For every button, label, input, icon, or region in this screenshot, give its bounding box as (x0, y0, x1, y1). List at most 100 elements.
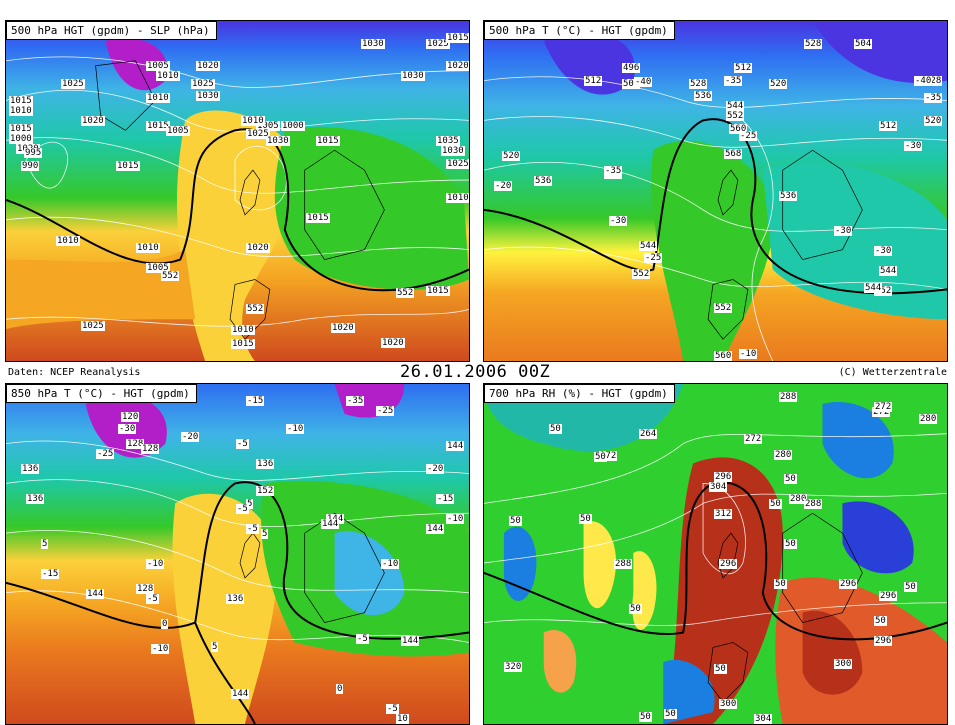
contour-label: -10 (151, 644, 170, 654)
contour-label: 528 (924, 76, 943, 86)
panel-title: 500 hPa T (°C) - HGT (gpdm) (484, 21, 675, 40)
contour-label: 50 (549, 424, 562, 434)
contour-label: 1020 (81, 116, 105, 126)
contour-label: 1025 (191, 79, 215, 89)
contour-label: 528 (804, 39, 823, 49)
panel-700-rh: 700 hPa RH (%) - HGT (gpdm) 288 272 280 264… (483, 383, 948, 725)
contour-label: 10 (396, 714, 409, 724)
contour-label: 272 (744, 434, 763, 444)
contour-label: 50 (664, 709, 677, 719)
contour-label: -5 (356, 634, 369, 644)
contour-label: 144 (401, 636, 420, 646)
contour-label: 296 (839, 579, 858, 589)
contour-label: -15 (246, 396, 265, 406)
contour-label: -30 (874, 246, 893, 256)
contour-label: 1010 (446, 193, 469, 203)
contour-label: -10 (146, 559, 165, 569)
contour-label: 1030 (361, 39, 385, 49)
contour-label: 560 (729, 124, 748, 134)
panel-500-temp: 500 hPa T (°C) - HGT (gpdm) 528 504 512 520… (483, 20, 948, 362)
contour-label: 544 (639, 241, 658, 251)
contour-label: 300 (834, 659, 853, 669)
contour-label: 288 (779, 392, 798, 402)
contour-label: 568 (724, 149, 743, 159)
contour-label: 1030 (401, 71, 425, 81)
contour-label: -5 (146, 594, 159, 604)
contour-label: 1015 (446, 33, 469, 43)
contour-label: 552 (874, 286, 893, 296)
contour-label: 512 (584, 76, 603, 86)
contour-label: 50 (594, 452, 607, 462)
contour-label: -5 (236, 439, 249, 449)
panel-title: 500 hPa HGT (gpdm) - SLP (hPa) (6, 21, 217, 40)
contour-label: 50 (629, 604, 642, 614)
contour-label: 264 (639, 429, 658, 439)
header-strip: Daten: NCEP Reanalysis 26.01.2006 00Z (C… (0, 362, 955, 383)
contour-label: 1020 (381, 338, 405, 348)
contour-label: 520 (502, 151, 521, 161)
contour-label: 296 (714, 472, 733, 482)
contour-label: 128 (136, 584, 155, 594)
contour-label: -40 (634, 77, 653, 87)
contour-label: 136 (256, 459, 275, 469)
contour-label: 152 (256, 486, 275, 496)
contour-label: -10 (446, 514, 465, 524)
contour-label: -25 (739, 131, 758, 141)
contour-label: 144 (426, 524, 445, 534)
panel-850-temp: 850 hPa T (°C) - HGT (gpdm) 120 -30 -25 128… (5, 383, 470, 725)
contour-label: 50 (874, 616, 887, 626)
contour-label: 50 (904, 582, 917, 592)
contour-label: -40 (914, 76, 933, 86)
contour-label: 560 (714, 351, 733, 361)
contour-label: 995 (24, 148, 43, 158)
contour-label: 496 (622, 63, 641, 73)
contour-label: 280 (789, 494, 808, 504)
contour-label: -15 (436, 494, 455, 504)
contour-label: 1035 (436, 136, 460, 146)
contour-label: 1020 (446, 61, 469, 71)
contour-label: 1015 (9, 96, 33, 106)
contour-label: 1015 (9, 124, 33, 134)
contour-label: -25 (644, 253, 663, 263)
contour-label: -35 (346, 396, 365, 406)
contour-label: 5 (246, 499, 254, 509)
contour-label: 520 (769, 79, 788, 89)
contour-label: 1030 (441, 146, 465, 156)
contour-label: 1010 (241, 116, 265, 126)
contour-label: 304 (709, 482, 728, 492)
contour-label: 304 (754, 714, 773, 724)
contour-label: -5 (236, 504, 249, 514)
contour-label: -25 (96, 449, 115, 459)
contour-label: 1020 (196, 61, 220, 71)
contour-label: 50 (774, 579, 787, 589)
contour-label: 1010 (146, 93, 170, 103)
contour-label: 0 (161, 619, 169, 629)
contour-label: 552 (396, 288, 415, 298)
contour-label: 1010 (156, 71, 180, 81)
contour-label: 50 (769, 499, 782, 509)
contour-label: 136 (226, 594, 245, 604)
contour-label: -35 (604, 166, 623, 176)
contour-label: 50 (639, 712, 652, 722)
contour-label: 1005 (146, 263, 170, 273)
contour-label: 1025 (61, 79, 85, 89)
contour-label: 544 (726, 101, 745, 111)
contour-label: 1015 (426, 286, 450, 296)
contour-label: 144 (446, 441, 465, 451)
contour-label: -20 (181, 432, 200, 442)
contour-label: 1010 (9, 106, 33, 116)
contour-label: -25 (376, 406, 395, 416)
contour-label: 544 (879, 266, 898, 276)
contour-label: 5 (261, 529, 269, 539)
contour-label: 296 (874, 636, 893, 646)
contour-label: 272 (872, 407, 891, 417)
contour-label: 1025 (446, 159, 469, 169)
contour-label: 1005 (166, 126, 190, 136)
contour-label: 144 (86, 589, 105, 599)
contour-label: 528 (689, 79, 708, 89)
contour-label: 536 (694, 91, 713, 101)
contour-label: 5 (41, 539, 49, 549)
panel-title: 850 hPa T (°C) - HGT (gpdm) (6, 384, 197, 403)
contour-label: 1015 (116, 161, 140, 171)
contour-label: 280 (774, 450, 793, 460)
